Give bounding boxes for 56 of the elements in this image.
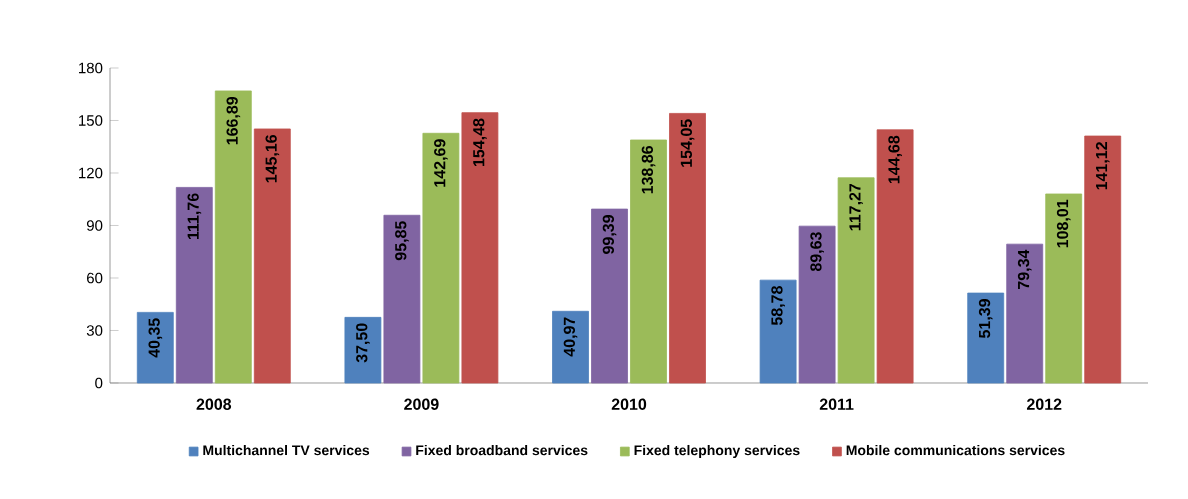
- legend-label: Multichannel TV services: [203, 444, 370, 456]
- bar: [344, 316, 382, 384]
- x-tick-label: 2009: [404, 398, 439, 410]
- bar: [837, 177, 875, 384]
- x-tick-label: 2012: [1026, 398, 1062, 410]
- bar: [876, 129, 914, 384]
- legend-label: Fixed broadband services: [416, 444, 588, 456]
- y-tick-label: 0: [95, 377, 103, 389]
- bar: [253, 128, 291, 384]
- data-label: 154,05: [680, 119, 695, 167]
- data-label: 79,34: [1017, 249, 1032, 289]
- x-tick-label: 2010: [611, 398, 647, 410]
- legend-label: Fixed telephony services: [634, 444, 800, 459]
- data-label: 40,35: [148, 318, 163, 358]
- data-label: 142,69: [434, 139, 448, 187]
- y-tick-label: 60: [87, 272, 103, 284]
- data-label: 111,76: [187, 193, 202, 239]
- y-tick-label: 150: [79, 115, 103, 126]
- bar: [798, 225, 836, 384]
- y-tick-label: 30: [86, 325, 103, 336]
- bar: [136, 311, 174, 384]
- data-label: 37,50: [356, 323, 370, 363]
- bar: [214, 90, 252, 384]
- data-label: 89,63: [810, 232, 824, 272]
- y-tick-label: 180: [79, 62, 103, 74]
- bar: [1084, 135, 1122, 384]
- bar: [759, 279, 797, 384]
- y-tick-label: 90: [86, 220, 103, 231]
- data-label: 145,16: [265, 134, 280, 183]
- x-tick-label: 2011: [819, 398, 854, 410]
- bar: [422, 132, 460, 384]
- data-label: 51,39: [978, 299, 993, 338]
- bar: [383, 214, 421, 384]
- bar: [669, 113, 706, 384]
- y-tick-label: 120: [79, 167, 103, 179]
- data-label: 58,78: [771, 286, 785, 326]
- data-label: 138,86: [641, 145, 656, 194]
- data-label: 117,27: [849, 183, 863, 231]
- bar: [591, 208, 628, 384]
- bar: [967, 292, 1005, 384]
- bar: [630, 139, 667, 384]
- data-label: 141,12: [1095, 142, 1110, 190]
- data-label: 144,68: [888, 135, 902, 184]
- data-label: 166,89: [226, 96, 241, 145]
- bar: [1006, 243, 1044, 384]
- data-label: 108,01: [1056, 199, 1071, 248]
- data-label: 99,39: [602, 215, 617, 254]
- x-tick-label: 2008: [196, 398, 232, 410]
- data-label: 154,48: [473, 118, 487, 166]
- bar: [175, 187, 213, 384]
- bar: [461, 112, 499, 384]
- legend-label: Mobile communications services: [846, 444, 1065, 456]
- data-label: 95,85: [395, 221, 409, 261]
- bar: [1045, 193, 1083, 384]
- bar: [552, 310, 589, 384]
- data-label: 40,97: [563, 317, 578, 357]
